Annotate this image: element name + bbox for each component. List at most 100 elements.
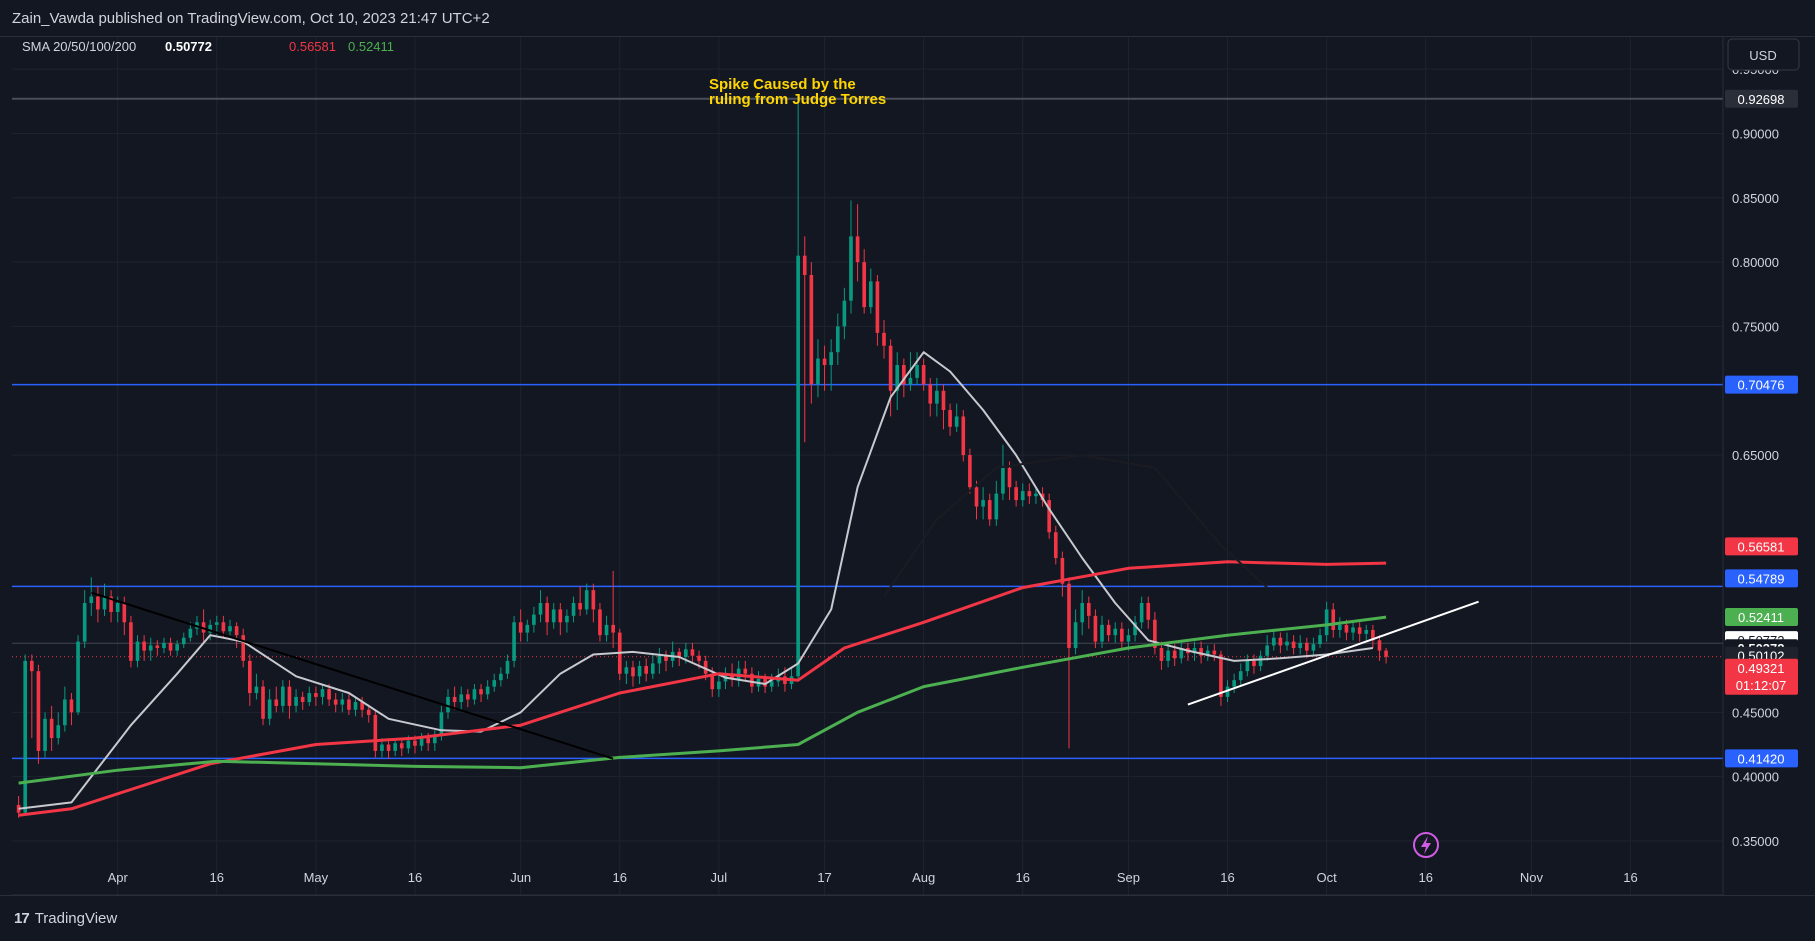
x-tick-label: Aug — [912, 870, 935, 885]
candle — [492, 680, 497, 687]
candle — [426, 738, 431, 744]
candle — [571, 602, 576, 616]
candle — [142, 641, 146, 651]
candle — [697, 655, 701, 661]
candle — [842, 300, 847, 327]
x-tick-label: 16 — [613, 870, 627, 885]
sma-20-line — [18, 351, 1374, 810]
candle — [386, 744, 391, 751]
candle — [1166, 650, 1170, 661]
candle — [228, 626, 232, 632]
candle — [1285, 641, 1289, 646]
candle — [1093, 615, 1098, 642]
price-label-box — [1725, 658, 1798, 695]
price-label-value: 0.56581 — [1738, 539, 1785, 554]
candle — [551, 609, 556, 623]
candle — [717, 681, 721, 690]
candle — [115, 602, 120, 613]
candle — [730, 673, 734, 679]
x-tick-label: 16 — [1220, 870, 1234, 885]
candle — [1047, 500, 1051, 533]
candle — [188, 628, 193, 638]
tradingview-logo[interactable]: 17 TradingView — [14, 910, 117, 927]
candle — [941, 390, 946, 411]
candle — [439, 712, 444, 736]
candle — [30, 660, 34, 672]
candle — [710, 673, 715, 690]
x-tick-label: Oct — [1317, 870, 1338, 885]
candle — [591, 590, 596, 610]
candle — [432, 735, 437, 744]
candle — [584, 590, 589, 610]
price-label-box — [1725, 608, 1798, 627]
candle — [809, 274, 814, 385]
currency-button-label[interactable]: USD — [1749, 48, 1776, 63]
candle — [109, 596, 113, 613]
trendlines[interactable] — [90, 591, 1479, 760]
candle — [1007, 467, 1012, 488]
time-axis[interactable]: Apr 16 May 16 Jun 16 Jul 17 Aug 16 Sep 16 Oct 16 Nov 16 — [108, 870, 1638, 885]
chart-background — [12, 37, 1815, 895]
candle — [684, 649, 688, 658]
candle — [485, 686, 490, 695]
legend[interactable]: SMA 20/50/100/200 0.50772 0.56581 0.5241… — [22, 39, 394, 54]
candle — [650, 663, 655, 674]
candle — [1139, 602, 1144, 623]
currency-button[interactable]: USD — [1727, 38, 1800, 71]
candle — [987, 500, 992, 520]
candle — [1278, 637, 1283, 646]
candle — [578, 602, 582, 610]
candle — [928, 384, 933, 404]
candle — [1318, 635, 1322, 645]
horizontal-lines[interactable] — [12, 97, 1723, 760]
candle — [1225, 686, 1230, 697]
candle — [459, 694, 464, 703]
annotation[interactable]: Spike Caused by the ruling from Judge To… — [709, 76, 886, 108]
candle — [875, 281, 880, 333]
candle — [1153, 619, 1157, 649]
candle — [604, 624, 609, 636]
candle — [908, 377, 913, 385]
candle — [1192, 648, 1197, 654]
candle — [1357, 627, 1362, 634]
price-label-value: 0.92698 — [1738, 92, 1785, 107]
x-tick-label: 16 — [408, 870, 422, 885]
y-tick-label: 0.40000 — [1732, 770, 1779, 785]
candle — [1106, 624, 1111, 636]
lightning-icon[interactable] — [1413, 832, 1439, 858]
candle — [750, 673, 754, 687]
candle — [248, 660, 252, 694]
candle — [994, 493, 999, 520]
x-tick-label: Jun — [510, 870, 531, 885]
sma-50-line — [18, 560, 1387, 817]
chart-area[interactable]: Spike Caused by the ruling from Judge To… — [12, 37, 1815, 896]
candle — [135, 641, 140, 661]
candle — [43, 718, 47, 751]
candle — [320, 689, 325, 697]
candle — [1120, 628, 1124, 642]
candle — [624, 667, 629, 674]
x-tick-label: Nov — [1520, 870, 1544, 885]
y-tick-label: 0.45000 — [1732, 705, 1779, 720]
y-tick-label: 0.80000 — [1732, 255, 1779, 270]
candle — [664, 655, 668, 661]
candlestick-chart[interactable]: Spike Caused by the ruling from Judge To… — [12, 37, 1815, 896]
candle — [545, 602, 549, 623]
candle — [76, 641, 80, 713]
candle — [89, 596, 94, 603]
candle — [796, 255, 800, 677]
candle — [637, 666, 642, 677]
candle — [902, 365, 906, 385]
price-label-box — [1725, 89, 1798, 108]
candle — [690, 649, 695, 656]
price-label-box — [1725, 569, 1798, 588]
trendline — [1187, 600, 1479, 706]
candle — [499, 673, 503, 681]
candle — [1014, 487, 1018, 501]
candle — [287, 686, 292, 706]
currency-button-frame[interactable] — [1727, 38, 1800, 71]
candle — [657, 655, 662, 664]
candle — [1219, 654, 1223, 697]
candle — [1298, 642, 1303, 649]
candles — [16, 94, 1388, 818]
